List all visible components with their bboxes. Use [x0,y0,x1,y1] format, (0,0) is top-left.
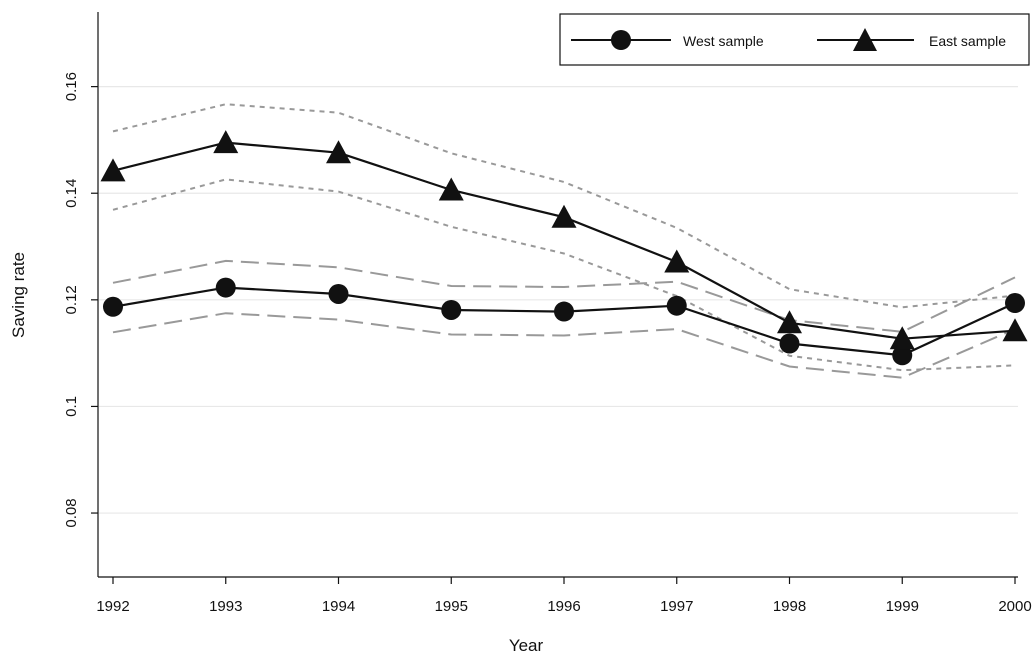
point-west [1005,293,1025,314]
point-west [666,295,687,316]
legend-marker-east [853,28,877,51]
x-tick-label: 1997 [660,598,693,615]
band-upper-west [112,259,1016,333]
y-tick-label: 0.12 [63,285,80,314]
grid-lines [99,86,1018,514]
x-ticks: 1992 1993 1994 1995 1996 1997 1998 1999 2000 [96,577,1032,615]
x-tick-label: 1992 [96,598,129,615]
point-east [438,177,464,201]
x-tick-label: 1998 [773,598,806,615]
point-west [554,301,574,322]
x-tick-label: 1993 [209,598,242,615]
point-west [892,345,913,366]
point-east [889,326,915,350]
legend-label-west: West sample [683,33,764,49]
y-tick-label: 0.14 [63,179,80,208]
point-east [1002,318,1028,342]
x-tick-label: 2000 [998,598,1031,615]
legend-label-east: East sample [929,33,1006,49]
point-east [777,310,802,334]
point-east [100,158,126,182]
point-east [213,130,239,154]
point-west [779,333,800,354]
x-tick-label: 1994 [322,598,355,615]
y-axis-label: Saving rate [9,252,28,338]
y-tick-label: 0.1 [63,396,80,417]
y-tick-label: 0.16 [63,72,80,101]
band-lower-east [112,178,1016,372]
legend: West sample East sample [559,13,1030,66]
point-east [326,140,351,164]
point-west [441,299,462,320]
band-upper-east [112,103,1016,309]
point-west [215,277,236,298]
x-tick-label: 1999 [886,598,919,615]
point-east [664,249,690,273]
band-lower-west [112,312,1016,379]
confidence-bands [112,103,1016,379]
point-west [103,296,123,317]
x-tick-label: 1996 [547,598,580,615]
y-tick-label: 0.08 [63,498,80,527]
x-tick-label: 1995 [435,598,468,615]
point-west [328,283,349,304]
point-east [551,204,577,228]
series-markers [100,130,1028,366]
legend-marker-west [611,30,631,50]
series-lines [112,141,1016,357]
y-ticks: 0.08 0.1 0.12 0.14 0.16 [63,72,98,528]
x-axis-label: Year [509,636,544,654]
